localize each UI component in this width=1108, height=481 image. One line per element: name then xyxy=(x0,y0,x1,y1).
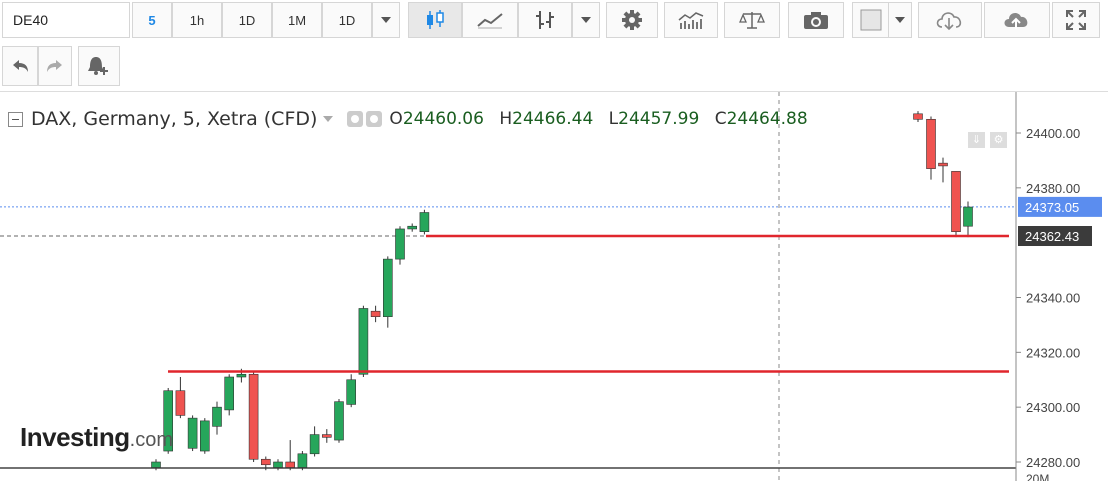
current-price-badge xyxy=(1018,196,1102,217)
candles-chart-button[interactable] xyxy=(408,2,462,38)
fullscreen-button[interactable] xyxy=(1052,2,1100,38)
candle-body xyxy=(236,373,247,378)
undo-button[interactable] xyxy=(2,46,38,86)
settings-button[interactable] xyxy=(606,2,658,38)
timeframe-1h-button[interactable]: 1h xyxy=(172,2,222,38)
candle-body xyxy=(260,458,271,466)
candle-body xyxy=(938,162,948,167)
high-value: 24466.44 xyxy=(512,109,594,129)
timeframe-1d-button[interactable]: 1D xyxy=(222,2,272,38)
price-tick-label: 24320.00 xyxy=(1026,345,1080,360)
crosshair-price-label: 24362.43 xyxy=(1025,229,1079,244)
price-chart[interactable]: 24400.00 24380.00 24340.00 24320.00 24300.00… xyxy=(0,92,1108,481)
candle-body xyxy=(163,390,173,452)
candle-body xyxy=(273,461,283,468)
candle-body xyxy=(346,379,357,405)
indicators-button[interactable] xyxy=(664,2,718,38)
candle-body xyxy=(370,310,381,317)
candle-body xyxy=(248,373,259,460)
camera-icon xyxy=(804,12,828,29)
candle-body xyxy=(151,461,161,468)
candle-body xyxy=(175,390,186,416)
candle-body xyxy=(187,417,198,449)
candle-body xyxy=(358,308,369,375)
candle-body xyxy=(212,406,222,427)
volume-axis-label: 20M xyxy=(1026,472,1049,481)
chart-area[interactable]: 24400.00 24380.00 24340.00 24320.00 24300.00… xyxy=(0,91,1108,481)
timeframe-5-button[interactable]: 5 xyxy=(132,2,172,38)
chevron-down-icon xyxy=(581,17,591,23)
candle-body xyxy=(926,118,936,169)
candle-body xyxy=(951,171,961,232)
settings-gear-icon[interactable] xyxy=(366,111,383,127)
redo-icon xyxy=(47,60,62,72)
candle-body xyxy=(285,461,296,468)
close-value: 24464.88 xyxy=(726,109,808,129)
settings-small-icon[interactable]: ⚙ xyxy=(990,132,1007,148)
load-chart-button[interactable] xyxy=(918,2,982,38)
candle-body xyxy=(309,434,320,455)
candle-body xyxy=(419,212,430,232)
price-tick-label: 24400.00 xyxy=(1026,126,1080,141)
add-alert-icon xyxy=(88,57,108,75)
add-alert-button[interactable] xyxy=(78,46,120,86)
cloud-download-icon xyxy=(936,12,962,31)
candle-body xyxy=(913,113,923,120)
candle-body xyxy=(963,206,973,227)
ohlc-bars-button[interactable] xyxy=(518,2,572,38)
top-toolbar: DE40 5 1h 1D 1M 1D xyxy=(0,0,1108,42)
ohlc-bars-icon xyxy=(536,11,554,29)
visibility-eye-icon[interactable] xyxy=(347,111,364,127)
symbol-input[interactable]: DE40 xyxy=(2,2,130,38)
crosshair-price-badge xyxy=(1018,226,1092,247)
candle-body xyxy=(200,420,210,452)
chart-legend: DAX, Germany, 5, Xetra (CFD) O24460.06 H… xyxy=(8,108,818,130)
timeframe-dropdown-value[interactable]: 1D xyxy=(322,2,372,38)
cloud-upload-icon xyxy=(1004,13,1028,29)
chevron-down-icon xyxy=(381,17,391,23)
color-dropdown-button[interactable] xyxy=(888,2,912,38)
fullscreen-icon xyxy=(1066,10,1086,30)
candle-body xyxy=(334,401,344,441)
instrument-title: DAX, Germany, 5, Xetra (CFD) xyxy=(31,108,318,130)
chart-type-dropdown-button[interactable] xyxy=(572,2,600,38)
collapse-legend-button[interactable] xyxy=(8,111,23,127)
color-picker-button[interactable] xyxy=(852,2,890,38)
save-chart-button[interactable] xyxy=(984,2,1050,38)
line-chart-button[interactable] xyxy=(462,2,518,38)
low-value: 24457.99 xyxy=(618,109,700,129)
timeframe-1m-button[interactable]: 1M xyxy=(272,2,322,38)
compare-scale-icon xyxy=(739,12,765,29)
candles-icon xyxy=(427,10,444,29)
price-tick-label: 24380.00 xyxy=(1026,181,1080,196)
settings-gear-icon xyxy=(622,10,642,30)
candle-body xyxy=(297,453,308,468)
candle-body xyxy=(321,434,332,438)
undo-icon xyxy=(13,60,28,72)
line-chart-icon xyxy=(477,13,503,29)
price-tick-label: 24340.00 xyxy=(1026,291,1080,306)
compare-button[interactable] xyxy=(724,2,780,38)
ohlc-values: O24460.06 H24466.44 L24457.99 C24464.88 xyxy=(389,109,808,129)
current-price-label: 24373.05 xyxy=(1025,200,1079,215)
candle-body xyxy=(224,376,234,411)
color-square-icon xyxy=(860,9,882,31)
timeframe-dropdown-button[interactable] xyxy=(372,2,400,38)
candle-body xyxy=(407,225,418,230)
price-tick-label: 24300.00 xyxy=(1026,400,1080,415)
indicators-icon xyxy=(678,12,704,29)
chevron-down-icon xyxy=(895,17,905,23)
screenshot-button[interactable] xyxy=(788,2,844,38)
price-tick-label: 24280.00 xyxy=(1026,455,1080,470)
chevron-down-icon[interactable] xyxy=(323,116,334,122)
candle-body xyxy=(382,258,393,317)
candle-body xyxy=(395,228,405,260)
redo-button[interactable] xyxy=(38,46,72,86)
download-icon[interactable]: ⇓ xyxy=(968,132,985,148)
investing-logo: Investing.com xyxy=(20,422,173,452)
open-value: 24460.06 xyxy=(402,109,484,129)
